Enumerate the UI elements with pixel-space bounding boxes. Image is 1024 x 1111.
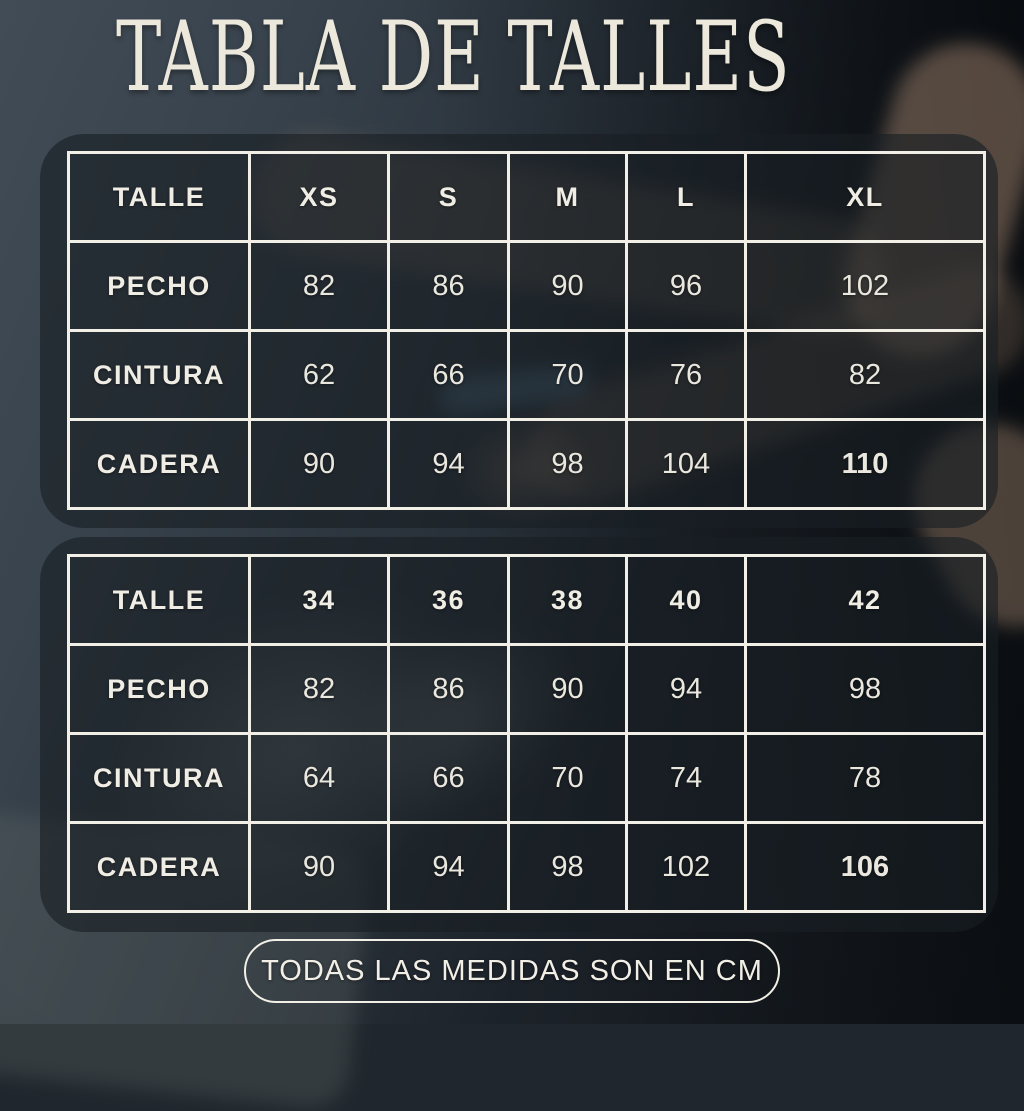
cell-cintura-xs: 62: [248, 329, 390, 421]
table-row-cadera: CADERA 90 94 98 104 110: [67, 418, 986, 510]
page-title: TABLA DE TALLES: [116, 2, 791, 115]
cell-cintura-34: 64: [248, 732, 390, 824]
cell-cintura-s: 66: [387, 329, 510, 421]
cell-pecho-s: 86: [387, 240, 510, 332]
cell-cadera-m: 98: [507, 418, 628, 510]
cell-cintura-40: 74: [625, 732, 747, 824]
size-table-panel-letters: TALLE XS S M L XL PECHO 82 86 90 96 102 …: [40, 134, 998, 528]
header-cell-42: 42: [744, 554, 986, 646]
cell-pecho-38: 90: [507, 643, 628, 735]
header-cell-34: 34: [248, 554, 390, 646]
cell-cadera-l: 104: [625, 418, 747, 510]
cell-cadera-34: 90: [248, 821, 390, 913]
cell-cintura-42: 78: [744, 732, 986, 824]
cell-pecho-36: 86: [387, 643, 510, 735]
cell-cadera-38: 98: [507, 821, 628, 913]
cell-cintura-l: 76: [625, 329, 747, 421]
cell-cadera-xl: 110: [744, 418, 986, 510]
cell-pecho-40: 94: [625, 643, 747, 735]
cell-cadera-36: 94: [387, 821, 510, 913]
header-cell-40: 40: [625, 554, 747, 646]
header-cell-xs: XS: [248, 151, 390, 243]
table-row-cintura: CINTURA 64 66 70 74 78: [67, 732, 986, 824]
table-header-row: TALLE 34 36 38 40 42: [67, 554, 986, 646]
table-row-cadera: CADERA 90 94 98 102 106: [67, 821, 986, 913]
cell-cintura-38: 70: [507, 732, 628, 824]
header-cell-s: S: [387, 151, 510, 243]
cell-cintura-xl: 82: [744, 329, 986, 421]
size-table-numeric: TALLE 34 36 38 40 42 PECHO 82 86 90 94 9…: [67, 554, 986, 913]
row-label-pecho: PECHO: [67, 240, 251, 332]
cell-cadera-s: 94: [387, 418, 510, 510]
cell-cadera-40: 102: [625, 821, 747, 913]
table-header-row: TALLE XS S M L XL: [67, 151, 986, 243]
table-row-pecho: PECHO 82 86 90 94 98: [67, 643, 986, 735]
row-label-cintura: CINTURA: [67, 732, 251, 824]
header-cell-36: 36: [387, 554, 510, 646]
cell-cintura-36: 66: [387, 732, 510, 824]
cell-pecho-m: 90: [507, 240, 628, 332]
header-cell-l: L: [625, 151, 747, 243]
cell-pecho-xs: 82: [248, 240, 390, 332]
cell-cintura-m: 70: [507, 329, 628, 421]
header-cell-talle: TALLE: [67, 151, 251, 243]
header-cell-m: M: [507, 151, 628, 243]
row-label-cadera: CADERA: [67, 821, 251, 913]
size-table-panel-numeric: TALLE 34 36 38 40 42 PECHO 82 86 90 94 9…: [40, 537, 998, 932]
cell-pecho-34: 82: [248, 643, 390, 735]
row-label-cintura: CINTURA: [67, 329, 251, 421]
header-cell-38: 38: [507, 554, 628, 646]
header-cell-talle: TALLE: [67, 554, 251, 646]
cell-cadera-xs: 90: [248, 418, 390, 510]
table-row-pecho: PECHO 82 86 90 96 102: [67, 240, 986, 332]
size-table-letters: TALLE XS S M L XL PECHO 82 86 90 96 102 …: [67, 151, 986, 510]
header-cell-xl: XL: [744, 151, 986, 243]
units-note-pill: TODAS LAS MEDIDAS SON EN CM: [244, 939, 780, 1003]
row-label-pecho: PECHO: [67, 643, 251, 735]
cell-pecho-42: 98: [744, 643, 986, 735]
units-note-text: TODAS LAS MEDIDAS SON EN CM: [261, 954, 763, 987]
cell-cadera-42: 106: [744, 821, 986, 913]
cell-pecho-xl: 102: [744, 240, 986, 332]
row-label-cadera: CADERA: [67, 418, 251, 510]
table-row-cintura: CINTURA 62 66 70 76 82: [67, 329, 986, 421]
cell-pecho-l: 96: [625, 240, 747, 332]
